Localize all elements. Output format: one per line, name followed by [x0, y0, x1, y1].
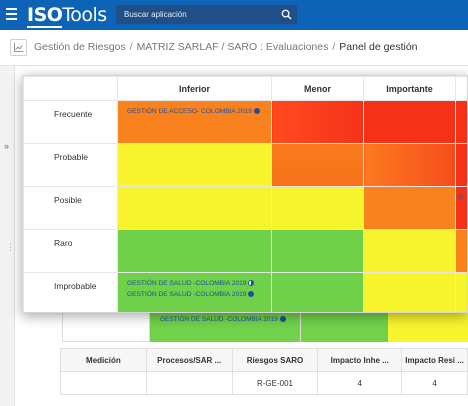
matrix-cell[interactable]: [271, 143, 364, 187]
matrix-cell[interactable]: [455, 143, 467, 187]
breadcrumb-separator: /: [129, 41, 133, 53]
expand-sidebar-icon[interactable]: »: [4, 141, 10, 151]
app-logo[interactable]: ISOTools: [27, 3, 107, 28]
matrix-row-label: Probable: [23, 143, 118, 187]
logo-main: ISO: [27, 4, 63, 28]
matrix-cell[interactable]: [455, 100, 467, 144]
matrix-cell[interactable]: [455, 229, 467, 273]
matrix-corner: [23, 76, 118, 101]
column-header-riesgos[interactable]: Riesgos SARO: [231, 348, 319, 372]
risk-item-truncated[interactable]: G: [458, 194, 464, 201]
matrix-cell[interactable]: G: [455, 186, 467, 230]
risk-half-dot-icon: [248, 280, 255, 287]
breadcrumb: Gestión de Riesgos / MATRIZ SARLAF / SARO …: [34, 41, 418, 53]
table-cell: [60, 371, 147, 395]
drag-handle-icon[interactable]: ⋮: [6, 242, 15, 252]
chart-icon: [10, 39, 27, 56]
matrix-cell[interactable]: GESTIÓN DE SALUD -COLOMBIA 2019 GESTIÓN …: [117, 272, 272, 312]
matrix-cell[interactable]: [363, 186, 456, 230]
matrix-row-frecuente: Frecuente GESTIÓN DE ACCESO- COLOMBIA 20…: [23, 100, 467, 144]
risk-dot-icon: [253, 108, 260, 115]
matrix-row-label: Raro: [23, 229, 118, 273]
table-row[interactable]: R-GE-001 4 4: [60, 371, 468, 395]
logo-rest: Tools: [62, 4, 107, 26]
matrix-cell[interactable]: GESTIÓN DE ACCESO- COLOMBIA 2019: [117, 100, 272, 144]
matrix-row-improbable: Improbable GESTIÓN DE SALUD -COLOMBIA 20…: [23, 272, 467, 312]
table-cell: 4: [317, 371, 403, 395]
breadcrumb-item-gestion-riesgos[interactable]: Gestión de Riesgos: [34, 41, 126, 53]
risk-item[interactable]: GESTIÓN DE ACCESO- COLOMBIA 2019: [118, 106, 271, 117]
table-cell: 4: [401, 371, 468, 395]
matrix-col-inferior: Inferior: [117, 76, 272, 101]
risk-dot-icon: [279, 316, 286, 323]
top-bar: ISOTools: [0, 0, 468, 30]
matrix-cell[interactable]: [455, 272, 467, 312]
matrix-cell[interactable]: [271, 272, 364, 312]
column-header-procesos[interactable]: Procesos/SAR ...: [145, 348, 233, 372]
menu-icon[interactable]: [6, 8, 17, 20]
risk-item[interactable]: GESTIÓN DE SALUD -COLOMBIA 2019: [118, 289, 271, 300]
matrix-cell[interactable]: [271, 229, 364, 273]
search-box: [116, 5, 297, 24]
matrix-header-row: Inferior Menor Importante: [23, 76, 467, 101]
matrix-cell[interactable]: [271, 100, 364, 144]
matrix-cell[interactable]: [363, 229, 456, 273]
matrix-cell[interactable]: [271, 186, 364, 230]
table-cell: [145, 371, 233, 395]
matrix-cell[interactable]: [363, 100, 456, 144]
search-icon[interactable]: [281, 9, 292, 20]
matrix-col-menor: Menor: [271, 76, 364, 101]
breadcrumb-current: Panel de gestión: [339, 41, 418, 53]
evaluations-table: Medición Procesos/SAR ... Riesgos SARO I…: [60, 348, 468, 395]
risk-dot-icon: [248, 291, 255, 298]
breadcrumb-bar: Gestión de Riesgos / MATRIZ SARLAF / SARO …: [0, 30, 468, 66]
matrix-row-raro: Raro: [23, 229, 467, 273]
matrix-cell[interactable]: [117, 186, 272, 230]
matrix-row-probable: Probable: [23, 143, 467, 187]
matrix-col-importante: Importante: [363, 76, 456, 101]
matrix-cell[interactable]: [117, 143, 272, 187]
left-rail: » ⋮: [0, 66, 15, 406]
column-header-impacto-residual[interactable]: Impacto Resi ...: [401, 348, 468, 372]
search-input[interactable]: [116, 5, 276, 24]
matrix-row-label: Posible: [23, 186, 118, 230]
matrix-col-overflow: [455, 76, 467, 101]
table-header-row: Medición Procesos/SAR ... Riesgos SARO I…: [60, 348, 468, 372]
risk-heat-matrix: Inferior Menor Importante Frecuente GEST…: [23, 76, 467, 312]
risk-matrix-popup: Inferior Menor Importante Frecuente GEST…: [22, 75, 468, 313]
column-header-impacto-inherente[interactable]: Impacto Inhe ...: [317, 348, 403, 372]
background-risk-item[interactable]: GESTIÓN DE SALUD -COLOMBIA 2019: [160, 316, 286, 323]
matrix-row-label: Improbable: [23, 272, 118, 312]
matrix-cell[interactable]: [363, 143, 456, 187]
matrix-cell[interactable]: [363, 272, 456, 312]
risk-item[interactable]: GESTIÓN DE SALUD -COLOMBIA 2019: [118, 278, 271, 289]
matrix-row-label: Frecuente: [23, 100, 118, 144]
breadcrumb-separator: /: [332, 41, 336, 53]
breadcrumb-item-matriz[interactable]: MATRIZ SARLAF / SARO : Evaluaciones: [136, 41, 329, 53]
matrix-row-posible: Posible G: [23, 186, 467, 230]
column-header-medicion[interactable]: Medición: [60, 348, 147, 372]
matrix-cell[interactable]: [117, 229, 272, 273]
table-cell: R-GE-001: [231, 371, 319, 395]
